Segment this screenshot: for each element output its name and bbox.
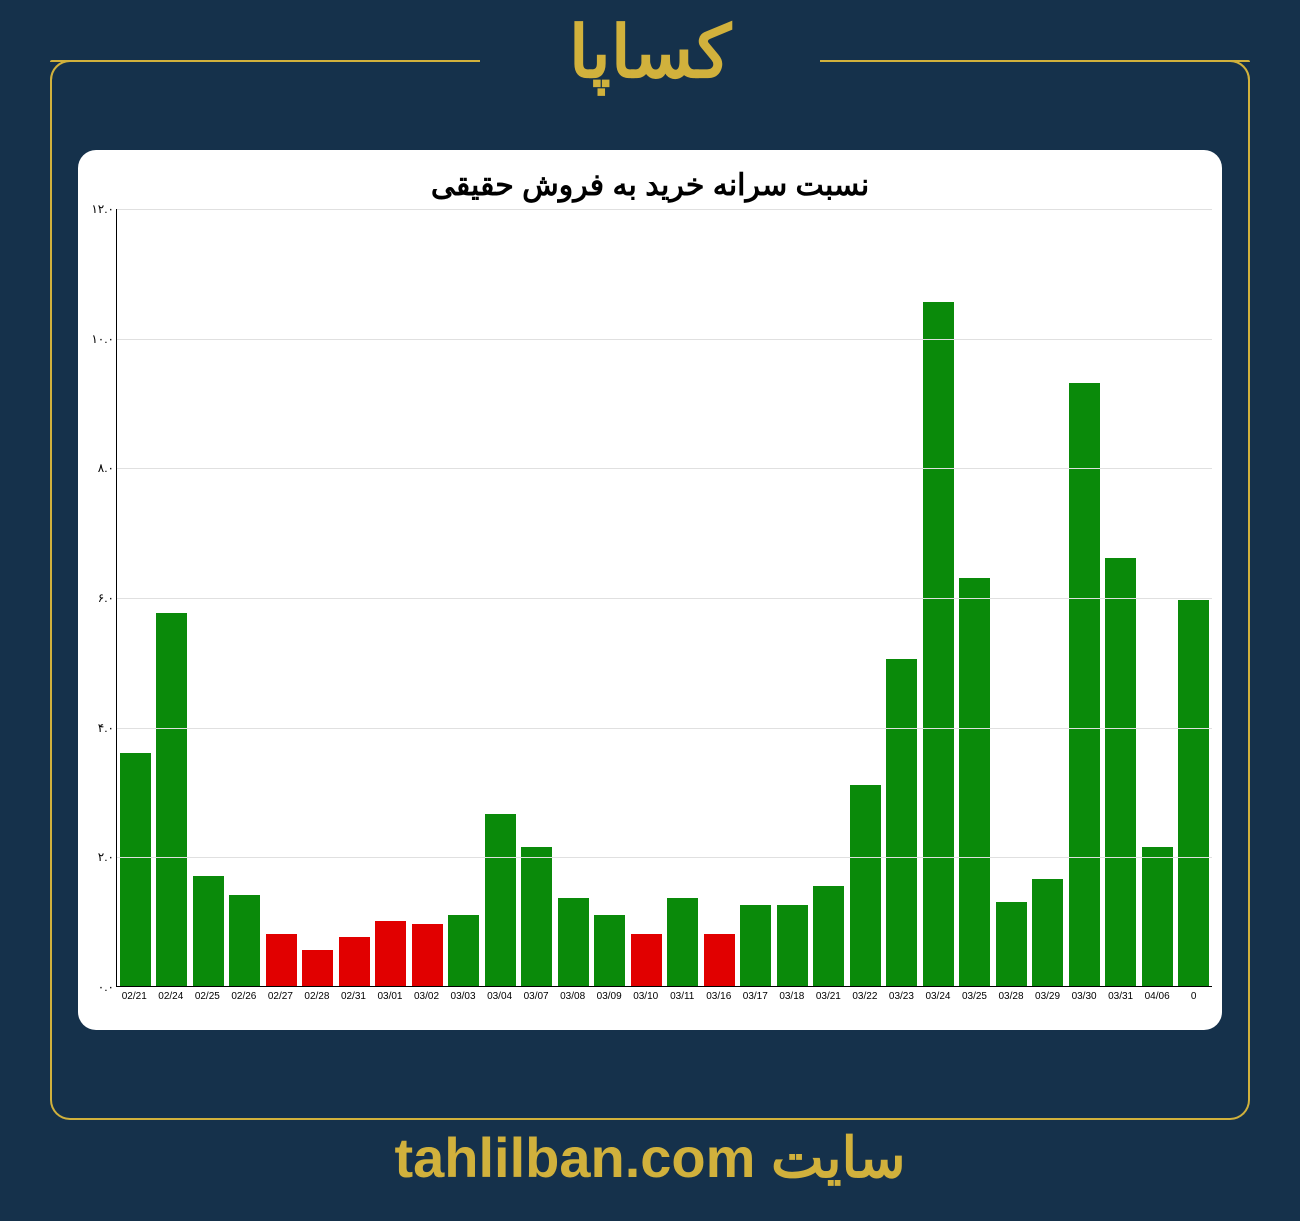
- chart-bar: [193, 876, 224, 986]
- chart-xlabel: 0: [1175, 987, 1212, 1009]
- chart-ytick: ۱۰.۰: [88, 332, 114, 346]
- chart-ytick: ۴.۰: [88, 721, 114, 735]
- chart-bar: [120, 753, 151, 986]
- chart-xlabel: 03/01: [372, 987, 409, 1009]
- chart-xlabel: 03/30: [1066, 987, 1103, 1009]
- chart-gridline: [117, 728, 1212, 729]
- chart-xlabel: 04/06: [1139, 987, 1176, 1009]
- chart-title: نسبت سرانه خرید به فروش حقیقی: [88, 168, 1212, 203]
- chart-xlabel: 02/25: [189, 987, 226, 1009]
- chart-bar: [302, 950, 333, 986]
- chart-bar: [485, 814, 516, 986]
- chart-gridline: [117, 598, 1212, 599]
- chart-bar: [1142, 847, 1173, 986]
- chart-xlabel: 03/23: [883, 987, 920, 1009]
- chart-bar: [266, 934, 297, 986]
- chart-xlabel: 03/25: [956, 987, 993, 1009]
- chart-panel: نسبت سرانه خرید به فروش حقیقی 02/2102/24…: [78, 150, 1222, 1030]
- chart-ytick: ۲.۰: [88, 850, 114, 864]
- chart-gridline: [117, 209, 1212, 210]
- chart-gridline: [117, 339, 1212, 340]
- chart-bar: [412, 924, 443, 986]
- chart-xlabel: 03/28: [993, 987, 1030, 1009]
- chart-axes-area: [116, 209, 1212, 987]
- chart-ytick: ۱۲.۰: [88, 202, 114, 216]
- chart-bar: [704, 934, 735, 986]
- chart-bar: [1178, 600, 1209, 986]
- chart-xlabel: 02/27: [262, 987, 299, 1009]
- chart-bar: [667, 898, 698, 986]
- chart-xlabel: 03/18: [774, 987, 811, 1009]
- footer: سایت tahlilban.com: [0, 1125, 1300, 1191]
- chart-xlabel: 03/24: [920, 987, 957, 1009]
- chart-bar: [777, 905, 808, 986]
- chart-xlabel: 02/21: [116, 987, 153, 1009]
- chart-bar: [886, 659, 917, 986]
- chart-bar: [1069, 383, 1100, 986]
- chart-bar: [996, 902, 1027, 986]
- chart-ytick: ۶.۰: [88, 591, 114, 605]
- chart-bar: [558, 898, 589, 986]
- chart-xlabel: 02/26: [226, 987, 263, 1009]
- chart-bar: [813, 886, 844, 986]
- chart-bar: [594, 915, 625, 986]
- chart-xlabel: 03/03: [445, 987, 482, 1009]
- chart-xlabel: 03/04: [481, 987, 518, 1009]
- chart-bar: [1105, 558, 1136, 986]
- chart-bar: [448, 915, 479, 986]
- chart-bar: [229, 895, 260, 986]
- chart-ytick: ۸.۰: [88, 461, 114, 475]
- chart-xlabel: 03/11: [664, 987, 701, 1009]
- chart-xlabel: 03/21: [810, 987, 847, 1009]
- chart-ytick: ۰.۰: [88, 980, 114, 994]
- chart-bar: [156, 613, 187, 986]
- symbol-title: کساپا: [0, 10, 1300, 94]
- chart-bar: [521, 847, 552, 986]
- chart-xlabel: 03/09: [591, 987, 628, 1009]
- chart-xlabel: 03/16: [701, 987, 738, 1009]
- chart-bar: [850, 785, 881, 986]
- chart-xlabels: 02/2102/2402/2502/2602/2702/2802/3103/01…: [116, 987, 1212, 1009]
- chart-bar: [740, 905, 771, 986]
- footer-url: tahlilban.com: [394, 1126, 755, 1189]
- chart-gridline: [117, 857, 1212, 858]
- chart-plot: 02/2102/2402/2502/2602/2702/2802/3103/01…: [88, 209, 1212, 1009]
- chart-xlabel: 03/31: [1102, 987, 1139, 1009]
- chart-xlabel: 03/29: [1029, 987, 1066, 1009]
- chart-xlabel: 03/17: [737, 987, 774, 1009]
- chart-xlabel: 03/10: [627, 987, 664, 1009]
- footer-site-word: سایت: [771, 1126, 906, 1189]
- chart-xlabel: 03/22: [847, 987, 884, 1009]
- chart-bar: [959, 578, 990, 986]
- chart-bar: [1032, 879, 1063, 986]
- chart-bar: [375, 921, 406, 986]
- chart-bar: [631, 934, 662, 986]
- page-root: کساپا نسبت سرانه خرید به فروش حقیقی 02/2…: [0, 0, 1300, 1221]
- chart-bar: [923, 302, 954, 986]
- chart-bar: [339, 937, 370, 986]
- chart-xlabel: 03/08: [554, 987, 591, 1009]
- chart-xlabel: 03/02: [408, 987, 445, 1009]
- chart-xlabel: 02/28: [299, 987, 336, 1009]
- chart-gridline: [117, 468, 1212, 469]
- chart-xlabel: 03/07: [518, 987, 555, 1009]
- chart-xlabel: 02/31: [335, 987, 372, 1009]
- chart-xlabel: 02/24: [153, 987, 190, 1009]
